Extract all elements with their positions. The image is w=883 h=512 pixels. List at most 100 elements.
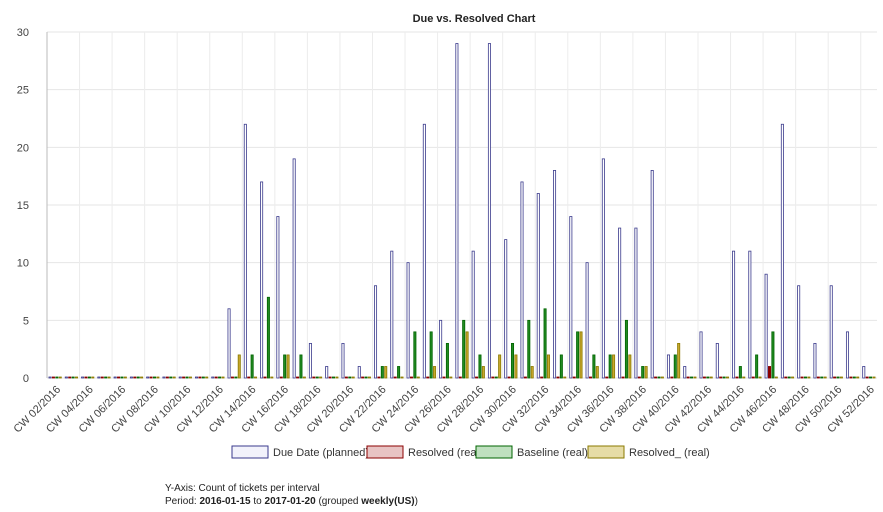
bar-3 [612, 354, 616, 379]
bar-3 [791, 376, 795, 379]
bar-1 [296, 376, 300, 379]
bar-3 [254, 376, 258, 379]
bar-1 [165, 376, 169, 379]
bar-1 [719, 376, 723, 379]
bar-0 [455, 43, 459, 379]
bar-3 [400, 376, 404, 379]
bar-0 [536, 193, 540, 379]
bar-0 [308, 342, 312, 379]
bar-1 [312, 376, 316, 379]
bar-2 [120, 376, 124, 379]
bar-2 [348, 376, 352, 379]
bar-3 [433, 366, 437, 379]
bar-1 [475, 376, 479, 379]
bar-1 [735, 376, 739, 379]
bar-0 [64, 376, 68, 379]
bar-3 [709, 376, 713, 379]
bar-0 [162, 376, 166, 379]
bar-0 [780, 123, 784, 379]
bar-3 [498, 354, 502, 379]
legend-label: Baseline (real) [517, 447, 588, 459]
bar-2 [201, 376, 205, 379]
bar-3 [660, 376, 664, 379]
footer-period: Period: 2016-01-15 to 2017-01-20 (groupe… [165, 496, 418, 507]
bar-2 [527, 319, 531, 379]
bar-2 [380, 366, 384, 379]
bar-1 [377, 376, 381, 379]
bar-1 [100, 376, 104, 379]
bar-0 [845, 331, 849, 379]
y-axis-note: Y-Axis: Count of tickets per interval [165, 483, 320, 494]
bar-0 [48, 376, 52, 379]
bar-3 [286, 354, 290, 379]
bar-2 [234, 376, 238, 379]
bar-3 [839, 376, 843, 379]
bar-1 [670, 376, 674, 379]
bar-2 [771, 331, 775, 379]
bar-1 [572, 376, 576, 379]
bar-2 [413, 331, 417, 379]
bar-2 [608, 354, 612, 379]
bar-3 [416, 376, 420, 379]
legend: Due Date (planned) Resolved (real) Baselin… [231, 445, 710, 459]
bar-1 [458, 376, 462, 379]
bar-1 [68, 376, 72, 379]
bar-3 [172, 376, 176, 379]
bar-3 [302, 376, 306, 379]
bar-1 [263, 376, 267, 379]
bar-0 [732, 250, 736, 379]
bar-1 [409, 376, 413, 379]
legend-label: Resolved (real) [408, 447, 483, 459]
bar-3 [75, 376, 79, 379]
bar-2 [478, 354, 482, 379]
period-prefix: Period: [165, 496, 200, 507]
bar-3 [156, 376, 160, 379]
bar-0 [634, 227, 638, 379]
bar-2 [283, 354, 287, 379]
bar-1 [800, 376, 804, 379]
bar-1 [117, 376, 121, 379]
bar-1 [702, 376, 706, 379]
bar-3 [644, 366, 648, 379]
bar-1 [605, 376, 609, 379]
y-axis-ticks: 0 5 10 15 20 25 30 [17, 27, 29, 385]
bar-2 [136, 376, 140, 379]
bar-0 [227, 308, 231, 379]
bar-1 [865, 376, 869, 379]
bar-2 [511, 342, 515, 379]
bar-1 [540, 376, 544, 379]
bar-2 [738, 366, 742, 379]
bar-0 [797, 285, 801, 379]
bar-2 [673, 354, 677, 379]
bar-1 [51, 376, 55, 379]
bar-1 [279, 376, 283, 379]
bar-2 [364, 376, 368, 379]
bar-0 [341, 342, 345, 379]
bar-3 [872, 376, 876, 379]
bar-0 [471, 250, 475, 379]
bar-0 [422, 123, 426, 379]
bar-2 [299, 354, 303, 379]
legend-swatch [587, 445, 625, 459]
bar-1 [328, 376, 332, 379]
legend-swatch [231, 445, 269, 459]
bar-0 [243, 123, 247, 379]
bar-1 [784, 376, 788, 379]
y-tick-label: 15 [17, 200, 29, 212]
bar-0 [374, 285, 378, 379]
bar-0 [292, 158, 296, 379]
bar-3 [856, 376, 860, 379]
bar-0 [325, 366, 329, 379]
bar-0 [439, 319, 443, 379]
bar-0 [764, 273, 768, 379]
bar-2 [869, 376, 873, 379]
bar-1 [751, 376, 755, 379]
bar-2 [169, 376, 173, 379]
bar-0 [406, 262, 410, 379]
bar-0 [666, 354, 670, 379]
bar-0 [813, 342, 817, 379]
bar-0 [390, 250, 394, 379]
bar-3 [449, 376, 453, 379]
bar-1 [686, 376, 690, 379]
bar-3 [335, 376, 339, 379]
